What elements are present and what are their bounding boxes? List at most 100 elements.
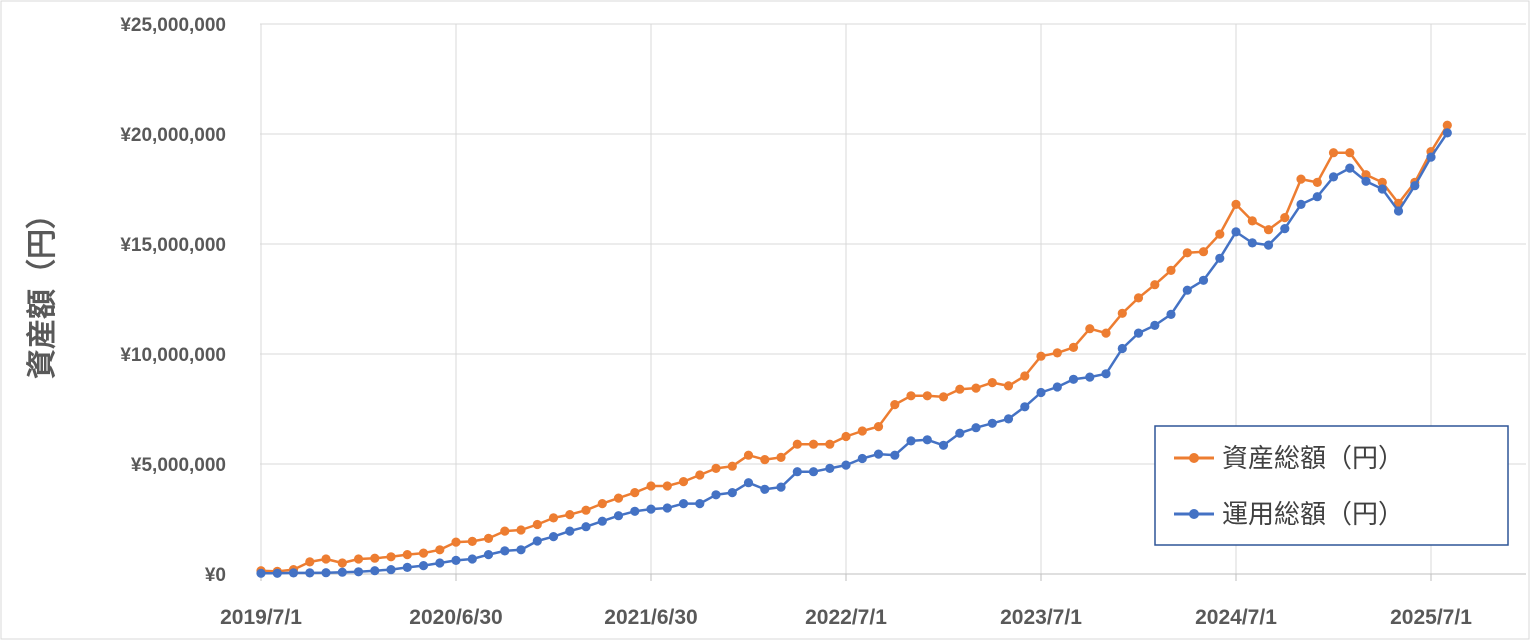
data-point [1150, 280, 1160, 290]
data-point [857, 426, 867, 436]
data-point [581, 505, 591, 515]
data-point [695, 470, 705, 480]
data-point [1345, 163, 1355, 173]
data-point [1052, 348, 1062, 358]
legend: 資産総額（円） 運用総額（円） [1154, 425, 1509, 546]
data-point [1231, 199, 1241, 209]
data-point [1410, 181, 1420, 191]
data-point [565, 526, 575, 536]
data-point [288, 568, 299, 578]
data-point [1085, 372, 1095, 382]
data-point [1361, 176, 1371, 186]
data-point [467, 554, 477, 564]
data-point [516, 525, 526, 535]
x-tick-label: 2023/7/1 [1000, 606, 1082, 629]
data-point [743, 450, 754, 460]
data-point [792, 467, 802, 477]
data-point [1231, 227, 1241, 237]
data-point [662, 503, 672, 513]
data-point [597, 516, 607, 526]
data-point [890, 450, 900, 460]
data-point [1068, 374, 1079, 384]
data-point [1036, 351, 1046, 361]
data-point [873, 422, 884, 432]
data-point [906, 436, 916, 446]
data-point [1393, 206, 1404, 216]
data-point [337, 567, 347, 577]
data-point [1101, 369, 1111, 379]
data-point [825, 439, 835, 449]
data-point [1263, 225, 1274, 235]
data-point [776, 452, 786, 462]
data-point [1085, 324, 1095, 334]
data-point [1247, 238, 1257, 248]
data-point [711, 463, 721, 473]
data-point [760, 455, 770, 465]
data-point [971, 423, 981, 433]
data-point [630, 488, 640, 498]
data-point [500, 546, 510, 556]
data-point [890, 400, 900, 410]
data-point [1198, 275, 1209, 285]
x-tick-label: 2024/7/1 [1195, 606, 1277, 629]
data-point [1133, 293, 1144, 303]
data-point [1263, 240, 1274, 250]
data-point [565, 509, 575, 520]
data-point [1215, 229, 1225, 239]
data-point [1166, 309, 1176, 319]
data-point [727, 461, 737, 471]
data-point [1068, 342, 1079, 352]
y-tick-label: ¥0 [205, 565, 226, 586]
data-point [955, 428, 965, 438]
data-point [1328, 148, 1339, 158]
data-point [1182, 248, 1192, 258]
data-point [321, 568, 331, 578]
data-point [1166, 265, 1176, 275]
data-point [1150, 320, 1160, 330]
data-point [841, 460, 851, 470]
y-tick-label: ¥5,000,000 [131, 455, 226, 476]
data-point [1003, 381, 1014, 391]
legend-label-asset-total: 資産総額（円） [1222, 444, 1404, 474]
data-point [435, 558, 445, 568]
data-point [1377, 184, 1387, 194]
data-point [646, 481, 656, 491]
data-point [1020, 402, 1030, 412]
y-tick-label: ¥10,000,000 [120, 345, 226, 366]
data-point [321, 554, 331, 564]
data-point [451, 555, 461, 566]
data-point [987, 418, 997, 428]
x-tick-label: 2019/7/1 [220, 606, 302, 629]
data-point [955, 384, 965, 394]
data-point [402, 550, 412, 560]
data-point [1296, 199, 1306, 209]
data-point [1280, 224, 1290, 234]
data-point [1117, 308, 1127, 318]
data-point [630, 506, 640, 516]
data-point [516, 545, 526, 555]
y-axis-title: 資産額（円） [25, 199, 60, 379]
data-point [678, 499, 689, 509]
data-point [808, 467, 819, 477]
data-point [1442, 120, 1452, 130]
data-point [1312, 177, 1322, 187]
data-point [548, 513, 559, 523]
data-point [483, 533, 494, 544]
data-point [1003, 414, 1014, 424]
y-tick-label: ¥25,000,000 [120, 15, 226, 36]
data-point [873, 449, 884, 459]
data-point [305, 568, 315, 578]
data-point [435, 545, 445, 555]
data-point [548, 532, 559, 542]
data-point [938, 392, 949, 402]
data-point [353, 567, 364, 577]
data-point [987, 378, 997, 388]
data-point [906, 391, 916, 401]
data-point [581, 522, 591, 532]
data-point [402, 562, 412, 573]
y-tick-label: ¥20,000,000 [120, 125, 226, 146]
data-point [695, 499, 705, 509]
data-point [1101, 328, 1111, 338]
